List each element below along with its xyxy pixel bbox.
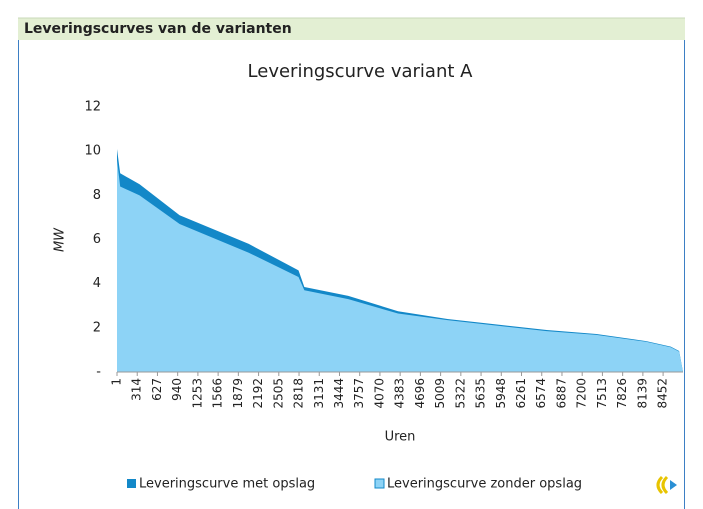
x-tick-label: 5322 (453, 378, 467, 409)
logo (656, 475, 677, 495)
x-tick-label: 1 (110, 378, 124, 386)
y-tick-label: 10 (84, 144, 101, 159)
x-tick-label: 1566 (211, 378, 225, 409)
x-axis-label: Uren (385, 430, 416, 445)
header-title: Leveringscurves van de varianten (24, 21, 292, 37)
x-tick-label: 8139 (635, 378, 649, 409)
x-tick-label: 5948 (494, 378, 508, 409)
y-tick-label: 8 (93, 188, 101, 203)
x-tick-label: 2505 (271, 378, 285, 409)
y-tick-label: - (96, 365, 101, 380)
x-tick-label: 7200 (575, 378, 589, 409)
x-tick-label: 6261 (514, 378, 528, 409)
x-tick-label: 7513 (595, 378, 609, 409)
x-tick-label: 6574 (534, 378, 548, 409)
x-tick-label: 7826 (615, 378, 629, 409)
x-tick-label: 4383 (393, 378, 407, 409)
x-tick-label: 8452 (656, 378, 670, 409)
x-tick-label: 5635 (474, 378, 488, 409)
x-tick-label: 940 (170, 378, 184, 401)
y-tick-label: 4 (93, 276, 101, 291)
x-tick-label: 3757 (352, 378, 366, 409)
legend-swatch (374, 478, 385, 489)
y-tick-label: 6 (93, 232, 101, 247)
x-tick-label: 314 (130, 378, 144, 401)
x-tick-label: 3131 (312, 378, 326, 409)
x-tick-label: 2818 (292, 378, 306, 409)
area (117, 160, 683, 372)
chart-title: Leveringscurve variant A (248, 61, 474, 82)
x-tick-label: 1879 (231, 378, 245, 409)
legend-label: Leveringscurve met opslag (139, 477, 315, 492)
y-tick-label: 12 (84, 100, 101, 115)
x-tick-label: 3444 (332, 378, 346, 409)
x-tick-label: 5009 (433, 378, 447, 409)
x-tick-label: 1253 (190, 378, 204, 409)
x-tick-label: 2192 (251, 378, 265, 409)
legend-label: Leveringscurve zonder opslag (387, 477, 582, 492)
header-bar (18, 18, 685, 40)
x-tick-label: 4070 (372, 378, 386, 409)
x-tick-label: 627 (150, 378, 164, 401)
y-axis-label: MW (53, 227, 68, 252)
y-tick-label: 2 (93, 320, 101, 335)
x-tick-label: 4696 (413, 378, 427, 409)
x-tick-label: 6887 (554, 378, 568, 409)
legend-swatch (127, 479, 136, 488)
